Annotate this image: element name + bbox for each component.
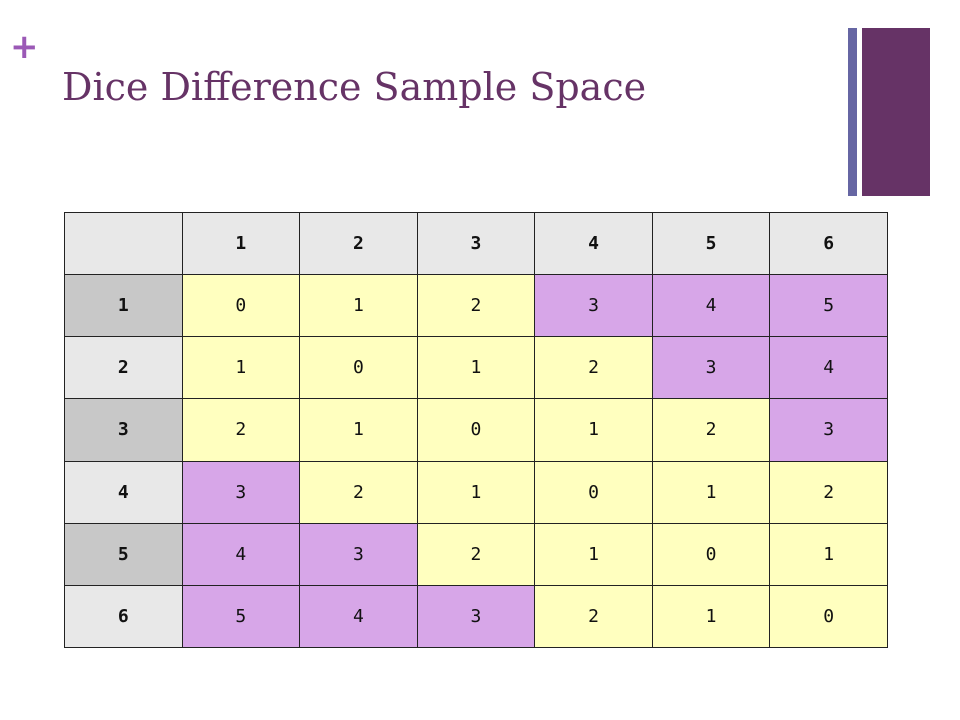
table-cell: 0 <box>651 522 771 586</box>
sample-space-table: 1 2 3 4 5 6 1 0 1 2 3 4 5 2 1 0 1 2 3 4 … <box>64 211 888 649</box>
corner-cell <box>64 211 183 276</box>
table-cell: 0 <box>181 274 301 338</box>
table-cell: 4 <box>769 336 888 400</box>
column-header: 6 <box>769 211 888 276</box>
table-cell: 4 <box>181 522 301 586</box>
table-row: 4 3 2 1 0 1 2 <box>64 460 888 524</box>
table-cell: 1 <box>651 460 771 524</box>
table-cell: 2 <box>416 274 536 338</box>
table-cell: 0 <box>299 336 418 400</box>
decorative-bar-thick <box>862 28 930 196</box>
table-cell: 4 <box>651 274 771 338</box>
table-cell: 1 <box>651 584 771 649</box>
column-header: 5 <box>651 211 771 276</box>
column-header: 2 <box>299 211 418 276</box>
header-row: 1 2 3 4 5 6 <box>64 211 888 276</box>
table-cell: 2 <box>651 398 771 462</box>
table-cell: 4 <box>299 584 418 649</box>
table-cell: 3 <box>651 336 771 400</box>
table-cell: 5 <box>769 274 888 338</box>
table-cell: 3 <box>416 584 536 649</box>
table-cell: 1 <box>534 398 653 462</box>
table-cell: 1 <box>416 460 536 524</box>
decorative-bar-thin <box>848 28 857 196</box>
row-header: 6 <box>64 584 183 649</box>
table-cell: 1 <box>534 522 653 586</box>
row-header: 1 <box>64 274 183 338</box>
table-cell: 0 <box>769 584 888 649</box>
row-header: 3 <box>64 398 183 462</box>
table-cell: 3 <box>534 274 653 338</box>
table-row: 2 1 0 1 2 3 4 <box>64 336 888 400</box>
table-cell: 1 <box>416 336 536 400</box>
table-row: 3 2 1 0 1 2 3 <box>64 398 888 462</box>
table-cell: 2 <box>534 584 653 649</box>
table-cell: 2 <box>299 460 418 524</box>
row-header: 2 <box>64 336 183 400</box>
table-cell: 1 <box>299 274 418 338</box>
table-cell: 1 <box>299 398 418 462</box>
row-header: 4 <box>64 460 183 524</box>
slide-title: Dice Difference Sample Space <box>62 65 647 109</box>
table-cell: 2 <box>181 398 301 462</box>
table-row: 6 5 4 3 2 1 0 <box>64 584 888 649</box>
table-cell: 2 <box>416 522 536 586</box>
row-header: 5 <box>64 522 183 586</box>
table-cell: 0 <box>534 460 653 524</box>
table-cell: 1 <box>181 336 301 400</box>
plus-icon: + <box>10 27 39 67</box>
table-row: 5 4 3 2 1 0 1 <box>64 522 888 586</box>
table-cell: 3 <box>181 460 301 524</box>
table-cell: 2 <box>769 460 888 524</box>
table-row: 1 0 1 2 3 4 5 <box>64 274 888 338</box>
table-cell: 5 <box>181 584 301 649</box>
column-header: 1 <box>181 211 301 276</box>
table-cell: 1 <box>769 522 888 586</box>
table-cell: 3 <box>299 522 418 586</box>
table-cell: 2 <box>534 336 653 400</box>
column-header: 3 <box>416 211 536 276</box>
column-header: 4 <box>534 211 653 276</box>
table-cell: 3 <box>769 398 888 462</box>
table-cell: 0 <box>416 398 536 462</box>
